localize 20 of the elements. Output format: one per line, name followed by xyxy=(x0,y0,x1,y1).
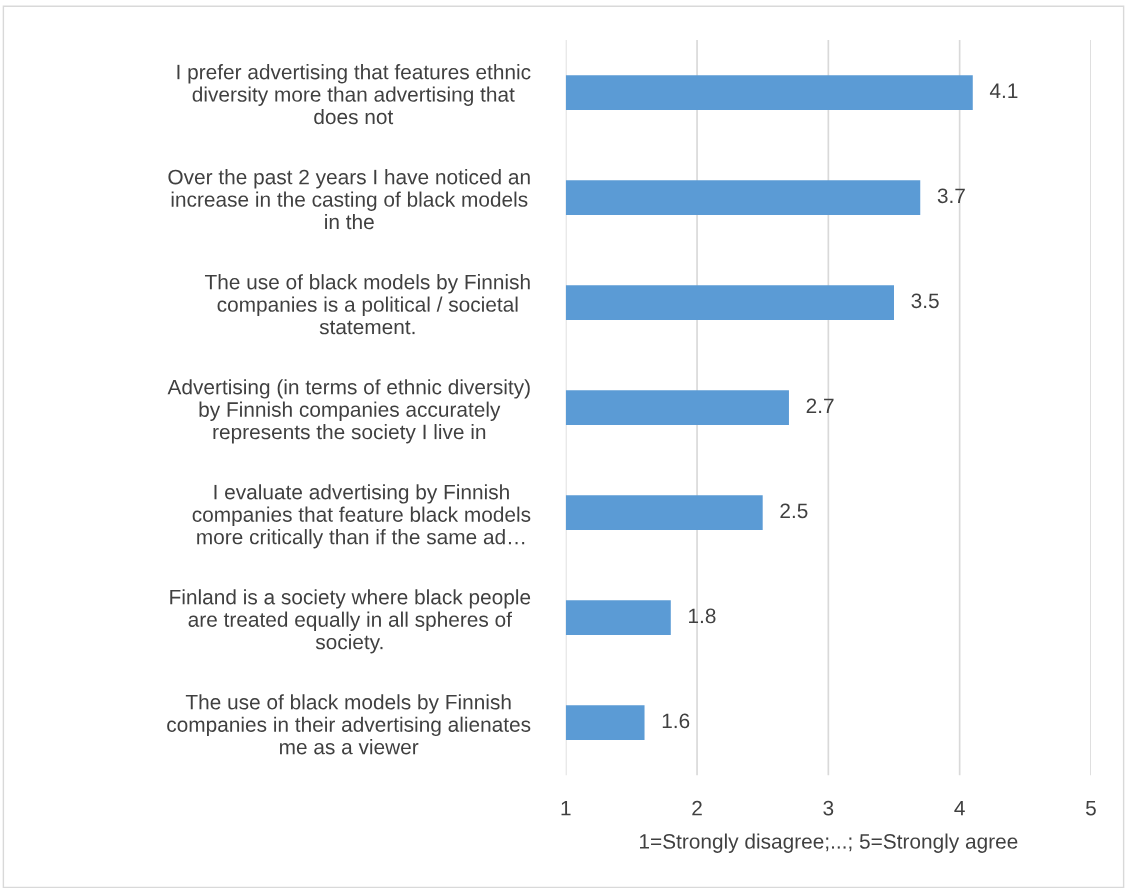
data-label: 3.7 xyxy=(937,188,965,204)
data-label: 2.5 xyxy=(780,503,808,519)
x-tick-label: 2 xyxy=(692,800,702,816)
x-tick-label: 3 xyxy=(823,800,834,816)
x-tick-label: 1 xyxy=(561,800,571,816)
data-label: 1.8 xyxy=(689,608,716,624)
data-label: 2.7 xyxy=(806,398,834,414)
y-tick-label: Finland is a society where black people are treated equally in all spheres of society. xyxy=(170,589,531,654)
data-label: 1.6 xyxy=(662,713,690,729)
y-tick-label: The use of black models by Finnish companies in their advertising alienates me as a viewer xyxy=(167,694,531,755)
y-tick-label: I prefer advertising that features ethnic diversity more than advertising that does not xyxy=(177,64,531,125)
y-tick-label: Advertising (in terms of ethnic diversity) by Finnish companies accurately represents the society I live in xyxy=(167,379,530,444)
x-tick-label: 4 xyxy=(954,800,965,816)
x-axis-title: 1=Strongly disagree;...; 5=Strongly agree xyxy=(640,833,1018,853)
y-tick-label: Over the past 2 years I have noticed an increase in the casting of black models in the xyxy=(168,169,530,230)
data-label: 3.5 xyxy=(911,293,939,309)
data-label: 4.1 xyxy=(989,83,1018,98)
x-tick-label: 5 xyxy=(1085,800,1096,816)
y-tick-label: The use of black models by Finnish companies is a political / societal statement. xyxy=(204,274,530,335)
y-tick-label: I evaluate advertising by Finnish companies that feature black models more critically than if the same ad… xyxy=(192,484,531,549)
